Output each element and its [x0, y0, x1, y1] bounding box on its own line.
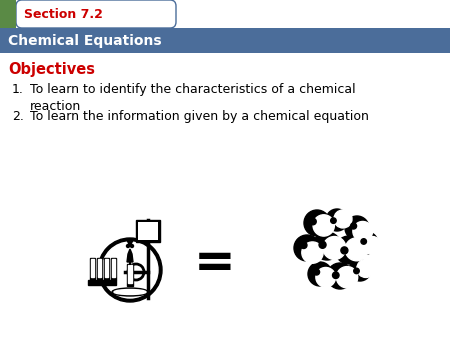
Circle shape: [334, 210, 352, 228]
Bar: [91, 259, 94, 277]
Text: Chemical Equations: Chemical Equations: [8, 33, 162, 48]
Circle shape: [349, 259, 371, 281]
Circle shape: [301, 242, 307, 248]
Circle shape: [304, 210, 330, 236]
FancyBboxPatch shape: [16, 0, 176, 28]
Circle shape: [313, 215, 334, 236]
Circle shape: [337, 267, 358, 288]
Bar: [88, 280, 116, 285]
Polygon shape: [127, 249, 133, 262]
Bar: [105, 259, 108, 277]
Circle shape: [345, 216, 369, 240]
Circle shape: [335, 236, 363, 264]
Circle shape: [314, 269, 320, 275]
Text: 2.: 2.: [12, 110, 24, 123]
Bar: [111, 258, 116, 280]
Circle shape: [356, 232, 378, 254]
Circle shape: [294, 235, 320, 261]
Ellipse shape: [114, 290, 146, 294]
Circle shape: [354, 268, 359, 274]
Circle shape: [364, 237, 382, 255]
Circle shape: [98, 238, 162, 302]
Bar: [0, 28, 450, 53]
Circle shape: [302, 242, 323, 263]
Circle shape: [313, 232, 341, 260]
Text: Objectives: Objectives: [8, 62, 95, 77]
Circle shape: [126, 244, 130, 247]
Text: To learn the information given by a chemical equation: To learn the information given by a chem…: [30, 110, 369, 123]
Circle shape: [345, 238, 368, 261]
Bar: [112, 259, 115, 277]
Circle shape: [130, 240, 132, 242]
Circle shape: [333, 272, 339, 279]
Circle shape: [331, 218, 336, 223]
Bar: [97, 258, 102, 280]
Text: =: =: [194, 239, 236, 287]
Circle shape: [127, 240, 130, 242]
Text: Section 7.2: Section 7.2: [24, 7, 103, 21]
Circle shape: [351, 223, 356, 229]
Bar: [90, 258, 95, 280]
Circle shape: [308, 262, 332, 286]
Circle shape: [353, 221, 373, 241]
Text: 1.: 1.: [12, 83, 24, 96]
Circle shape: [327, 263, 353, 289]
Circle shape: [316, 267, 336, 287]
Bar: [98, 259, 101, 277]
Bar: [128, 265, 132, 283]
Circle shape: [323, 237, 346, 260]
Bar: [138, 222, 158, 240]
Bar: [0, 0, 16, 28]
Circle shape: [102, 242, 158, 298]
Circle shape: [357, 259, 375, 277]
Circle shape: [310, 218, 316, 225]
Circle shape: [361, 239, 366, 244]
Text: To learn to identify the characteristics of a chemical
reaction: To learn to identify the characteristics…: [30, 83, 356, 113]
Bar: [136, 220, 160, 242]
Ellipse shape: [112, 288, 148, 296]
Circle shape: [326, 209, 348, 231]
Circle shape: [319, 241, 326, 248]
Circle shape: [130, 244, 134, 247]
Circle shape: [129, 241, 131, 244]
Circle shape: [341, 247, 348, 254]
Bar: [127, 264, 133, 286]
Bar: [104, 258, 109, 280]
